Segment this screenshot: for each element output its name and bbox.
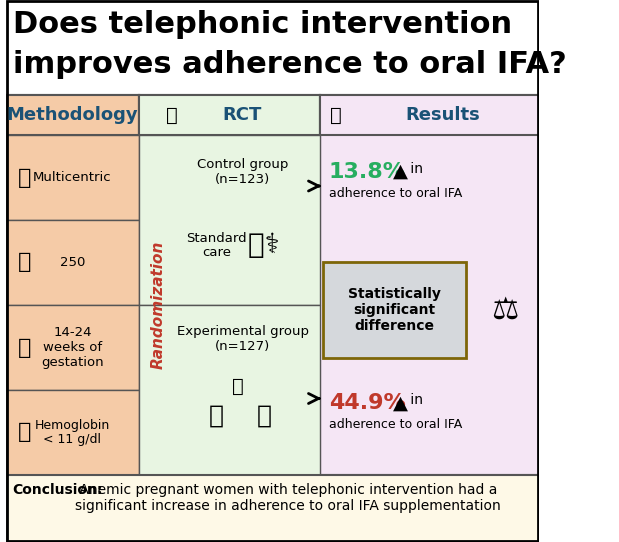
Text: adherence to oral IFA: adherence to oral IFA	[329, 418, 462, 431]
Text: in: in	[406, 162, 423, 176]
Bar	[6, 0, 539, 95]
Bar	[6, 390, 139, 475]
Text: 🏛: 🏛	[18, 167, 32, 188]
Text: Hemoglobin
< 11 g/dl: Hemoglobin < 11 g/dl	[35, 418, 110, 447]
Text: ▲: ▲	[393, 162, 409, 181]
Text: Standard
care: Standard care	[186, 231, 247, 260]
Bar	[320, 95, 539, 475]
Text: 13.8%: 13.8%	[329, 162, 406, 182]
Text: Conclusion:: Conclusion:	[12, 483, 103, 497]
Bar	[320, 95, 539, 135]
FancyBboxPatch shape	[322, 262, 466, 358]
Text: Does telephonic intervention: Does telephonic intervention	[12, 10, 512, 39]
Text: in: in	[406, 393, 423, 407]
Text: ▲: ▲	[393, 393, 409, 412]
Bar	[6, 95, 139, 135]
Text: Results: Results	[405, 106, 480, 124]
Text: 👥: 👥	[18, 253, 32, 273]
Text: improves adherence to oral IFA?: improves adherence to oral IFA?	[12, 50, 566, 79]
Bar	[139, 95, 320, 135]
Bar	[6, 135, 139, 220]
Text: 💬: 💬	[257, 403, 272, 428]
Bar	[139, 135, 320, 305]
Text: 👨‍⚕️: 👨‍⚕️	[248, 231, 280, 260]
Bar	[6, 305, 139, 390]
Text: Control group
(n=123): Control group (n=123)	[197, 158, 288, 186]
Text: 💻: 💻	[166, 106, 178, 125]
Text: Randomization: Randomization	[150, 241, 166, 369]
Bar	[139, 305, 320, 475]
Text: 🤰: 🤰	[18, 338, 32, 358]
Text: 📊: 📊	[330, 106, 342, 125]
Text: Experimental group
(n=127): Experimental group (n=127)	[176, 325, 308, 353]
Text: 📞: 📞	[209, 403, 224, 428]
Bar	[139, 95, 320, 475]
Text: 🎵: 🎵	[232, 377, 244, 396]
Bar	[6, 220, 139, 305]
Text: 🩸: 🩸	[18, 423, 32, 442]
Text: 14-24
weeks of
gestation: 14-24 weeks of gestation	[41, 326, 104, 369]
Text: 250: 250	[60, 256, 85, 269]
Text: Statistically
significant
difference: Statistically significant difference	[348, 287, 441, 333]
Text: Methodology: Methodology	[7, 106, 138, 124]
Text: ⚖️: ⚖️	[492, 295, 520, 325]
Text: Anemic pregnant women with telephonic intervention had a
significant increase in: Anemic pregnant women with telephonic in…	[75, 483, 500, 513]
Text: Multicentric: Multicentric	[33, 171, 112, 184]
Bar	[6, 475, 539, 542]
Text: 44.9%: 44.9%	[329, 393, 405, 413]
Text: RCT: RCT	[223, 106, 262, 124]
Bar	[6, 95, 139, 475]
Text: adherence to oral IFA: adherence to oral IFA	[329, 187, 462, 200]
